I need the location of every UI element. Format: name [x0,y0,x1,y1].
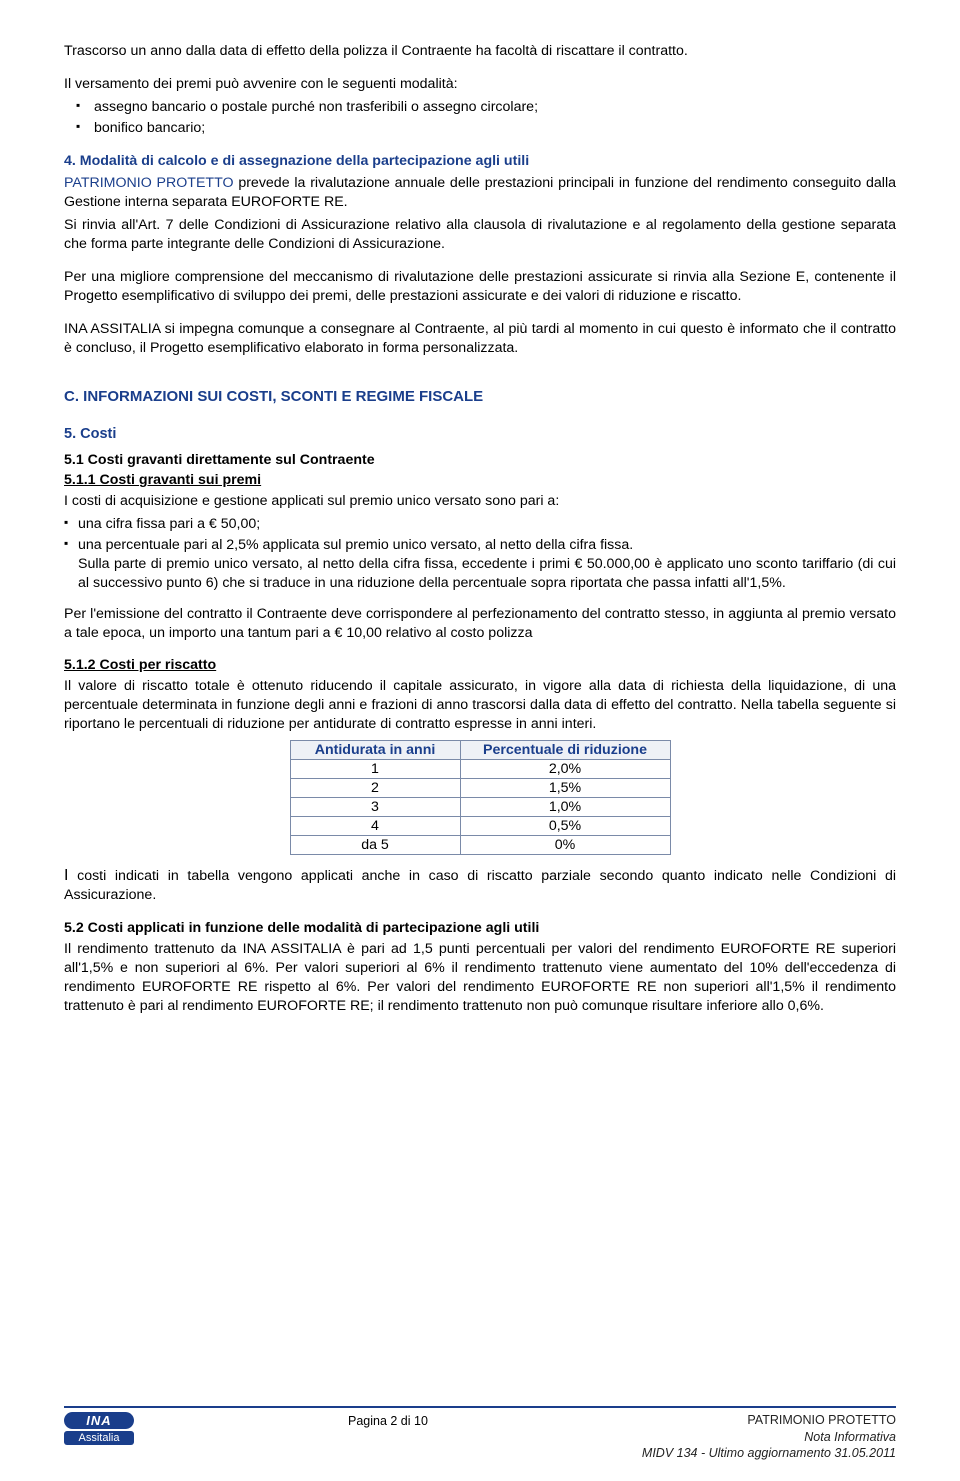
sec4-p4: INA ASSITALIA si impegna comunque a cons… [64,320,896,358]
emission-block: Per l'emissione del contratto il Contrae… [64,605,896,643]
intro-block: Trascorso un anno dalla data di effetto … [64,42,896,61]
table-header-row: Antidurata in anni Percentuale di riduzi… [290,740,670,759]
sec4-p2: Si rinvia all'Art. 7 delle Condizioni di… [64,216,896,254]
cost-item-2a: una percentuale pari al 2,5% applicata s… [78,537,633,553]
section-c-heading: C. INFORMAZIONI SUI COSTI, SCONTI E REGI… [64,387,896,407]
footer-row: INA Assitalia Pagina 2 di 10 PATRIMONIO … [64,1412,896,1461]
cost-item-1: una cifra fissa pari a € 50,00; [78,515,896,534]
cell-pct: 0,5% [460,816,670,835]
product-name: PATRIMONIO PROTETTO [64,175,234,191]
cell-anni: da 5 [290,835,460,854]
th-percentuale: Percentuale di riduzione [460,740,670,759]
sec51-title: 5.1 Costi gravanti direttamente sul Cont… [64,451,896,470]
section-4: 4. Modalità di calcolo e di assegnazione… [64,152,896,254]
footer-logo: INA Assitalia [64,1412,134,1445]
cell-anni: 4 [290,816,460,835]
sec4-title: 4. Modalità di calcolo e di assegnazione… [64,152,896,171]
logo-assitalia: Assitalia [64,1431,134,1445]
sec511-title: 5.1.1 Costi gravanti sui premi [64,471,896,490]
document-page: Trascorso un anno dalla data di effetto … [0,0,960,1481]
footer-divider [64,1406,896,1408]
emission-p: Per l'emissione del contratto il Contrae… [64,605,896,643]
payment-item-1: assegno bancario o postale purché non tr… [94,98,896,117]
payment-block: Il versamento dei premi può avvenire con… [64,75,896,138]
page-footer: INA Assitalia Pagina 2 di 10 PATRIMONIO … [0,1406,960,1461]
cell-anni: 2 [290,778,460,797]
table-note-rest: costi indicati in tabella vengono applic… [64,868,896,903]
payment-intro: Il versamento dei premi può avvenire con… [64,75,896,94]
sec4-p4-block: INA ASSITALIA si impegna comunque a cons… [64,320,896,358]
table-row: 21,5% [290,778,670,797]
cell-anni: 3 [290,797,460,816]
th-antidurata: Antidurata in anni [290,740,460,759]
sec4-p3-block: Per una migliore comprensione del meccan… [64,268,896,306]
table-row: 40,5% [290,816,670,835]
cost-item-2b: Sulla parte di premio unico versato, al … [78,556,896,591]
sec512-title: 5.1.2 Costi per riscatto [64,656,896,675]
footer-right: PATRIMONIO PROTETTO Nota Informativa MID… [642,1412,896,1461]
logo-ina: INA [64,1412,134,1429]
cost-item-2: una percentuale pari al 2,5% applicata s… [78,536,896,593]
intro-p1: Trascorso un anno dalla data di effetto … [64,42,896,61]
cell-anni: 1 [290,759,460,778]
cell-pct: 2,0% [460,759,670,778]
table-row: da 50% [290,835,670,854]
payment-item-2: bonifico bancario; [94,119,896,138]
footer-version: MIDV 134 - Ultimo aggiornamento 31.05.20… [642,1445,896,1461]
riscatto-intro: Il valore di riscatto totale è ottenuto … [64,677,896,734]
sec511-intro: I costi di acquisizione e gestione appli… [64,492,896,511]
table-body: 12,0% 21,5% 31,0% 40,5% da 50% [290,759,670,854]
payment-list: assegno bancario o postale purché non tr… [64,98,896,138]
cell-pct: 1,0% [460,797,670,816]
table-note-block: I costi indicati in tabella vengono appl… [64,865,896,905]
sec4-p1: PATRIMONIO PROTETTO prevede la rivalutaz… [64,174,896,212]
sec5-title: 5. Costi [64,425,896,444]
footer-doc-type: Nota Informativa [642,1429,896,1445]
table-row: 31,0% [290,797,670,816]
footer-product: PATRIMONIO PROTETTO [642,1412,896,1428]
sec52-title: 5.2 Costi applicati in funzione delle mo… [64,919,896,938]
page-number: Pagina 2 di 10 [134,1412,642,1428]
sec4-p3: Per una migliore comprensione del meccan… [64,268,896,306]
table-note: I costi indicati in tabella vengono appl… [64,865,896,905]
cell-pct: 0% [460,835,670,854]
table-row: 12,0% [290,759,670,778]
cell-pct: 1,5% [460,778,670,797]
riscatto-table: Antidurata in anni Percentuale di riduzi… [290,740,671,855]
costs-list: una cifra fissa pari a € 50,00; una perc… [64,515,896,593]
sec52-body: Il rendimento trattenuto da INA ASSITALI… [64,940,896,1016]
